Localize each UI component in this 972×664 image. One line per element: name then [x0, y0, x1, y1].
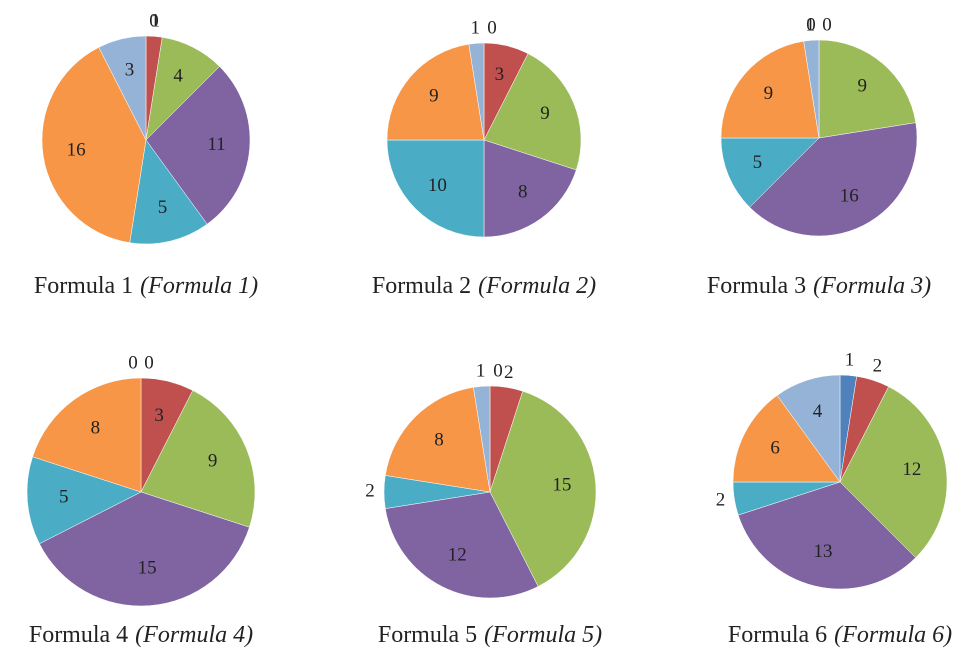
data-label: 12 — [902, 459, 921, 480]
chart-title: Formula 6 (Formula 6) — [728, 622, 952, 648]
pie-chart: 01 4 11 5 16 3 Formula 1 (Formula 1) — [34, 10, 258, 298]
pie-slice — [483, 53, 582, 171]
pie-slice — [98, 35, 147, 141]
data-label: 0 — [149, 10, 159, 31]
data-label: 15 — [138, 558, 157, 579]
pie-slice — [776, 374, 841, 483]
data-label: 8 — [434, 429, 444, 450]
pie-slice — [386, 139, 485, 238]
pie-slice — [489, 390, 597, 587]
data-label: 15 — [552, 475, 571, 496]
title: Formula 5 — [378, 622, 477, 648]
data-label: 6 — [770, 437, 780, 458]
data-label: 2 — [504, 362, 514, 383]
pie-slice — [732, 395, 841, 483]
pie-slice — [483, 139, 577, 238]
data-label: 1 — [845, 350, 855, 371]
pie-slice — [32, 377, 142, 493]
pie-slice — [749, 122, 918, 237]
data-label: 4 — [173, 65, 183, 86]
pie-slice — [385, 491, 539, 599]
subtitle: (Formula 6) — [834, 622, 952, 648]
data-label: 5 — [59, 486, 69, 507]
pie-slice — [129, 139, 208, 245]
data-label: 9 — [429, 86, 439, 107]
data-label: 5 — [753, 152, 763, 173]
data-label: 1 — [476, 361, 486, 382]
data-label: 1 — [471, 18, 481, 39]
pie-slice — [737, 481, 917, 590]
pie-slice — [803, 39, 820, 139]
pie-slice — [720, 40, 820, 139]
pie-chart: 0 3 9 15 5 8 0 Formula 4 (Formula 4) — [26, 352, 256, 648]
data-label: 9 — [858, 76, 868, 97]
subtitle: (Formula 5) — [484, 622, 602, 648]
data-label: 0 — [128, 352, 138, 373]
data-label: 0 — [144, 352, 154, 373]
data-label: 8 — [518, 182, 528, 203]
title: Formula 4 — [29, 622, 128, 648]
data-label: 13 — [814, 541, 833, 562]
title: Formula 1 — [34, 273, 133, 299]
pie-slice — [145, 66, 251, 225]
data-label: 4 — [813, 401, 823, 422]
subtitle: (Formula 4) — [135, 622, 253, 648]
title: Formula 2 — [372, 273, 471, 299]
data-label: 10 — [428, 175, 447, 196]
pie-slice — [39, 491, 250, 607]
chart-title: Formula 1 (Formula 1) — [34, 273, 258, 299]
data-label: 5 — [158, 197, 168, 218]
title: Formula 6 — [728, 622, 827, 648]
title: Formula 3 — [707, 273, 806, 299]
data-label: 11 — [207, 134, 225, 155]
pie-slice — [468, 42, 485, 141]
data-label: 9 — [540, 103, 550, 124]
pie-slice — [720, 137, 820, 208]
subtitle: (Formula 3) — [813, 273, 931, 299]
pie-slice — [26, 456, 142, 545]
data-label: 16 — [840, 186, 859, 207]
subtitle: (Formula 1) — [140, 273, 258, 299]
data-label: 8 — [91, 418, 101, 439]
data-label: 2 — [365, 480, 375, 501]
pie-slice — [473, 385, 491, 493]
subtitle: (Formula 2) — [478, 273, 596, 299]
pie-slice — [839, 386, 948, 559]
pie-slice — [385, 387, 491, 493]
data-label: 1 — [151, 11, 161, 32]
data-label: 0 — [493, 360, 503, 381]
data-label: 16 — [67, 139, 86, 160]
data-label: 9 — [208, 451, 218, 472]
data-label: 2 — [716, 489, 726, 510]
pie-slice — [140, 390, 256, 528]
chart-title: Formula 3 (Formula 3) — [707, 273, 931, 299]
pie-slice — [41, 46, 147, 244]
data-label: 0 — [487, 17, 497, 38]
pie-chart: 00 9 16 5 9 1 Formula 3 (Formula 3) — [707, 14, 931, 298]
data-label: 1 — [805, 15, 815, 36]
pie-chart: 0 3 9 8 10 9 1 Formula 2 (Formula 2) — [372, 17, 596, 298]
data-label: 2 — [873, 355, 883, 376]
data-label: 9 — [764, 83, 774, 104]
data-label: 12 — [448, 545, 467, 566]
chart-title: Formula 5 (Formula 5) — [378, 622, 602, 648]
pie-slice — [818, 39, 917, 139]
pie-slice — [386, 43, 485, 141]
data-label: 3 — [125, 60, 135, 81]
data-label: 0 — [806, 14, 816, 35]
data-label: 3 — [154, 405, 164, 426]
data-label: 0 — [822, 14, 832, 35]
data-label: 3 — [495, 64, 505, 85]
chart-title: Formula 2 (Formula 2) — [372, 273, 596, 299]
chart-title: Formula 4 (Formula 4) — [29, 622, 253, 648]
